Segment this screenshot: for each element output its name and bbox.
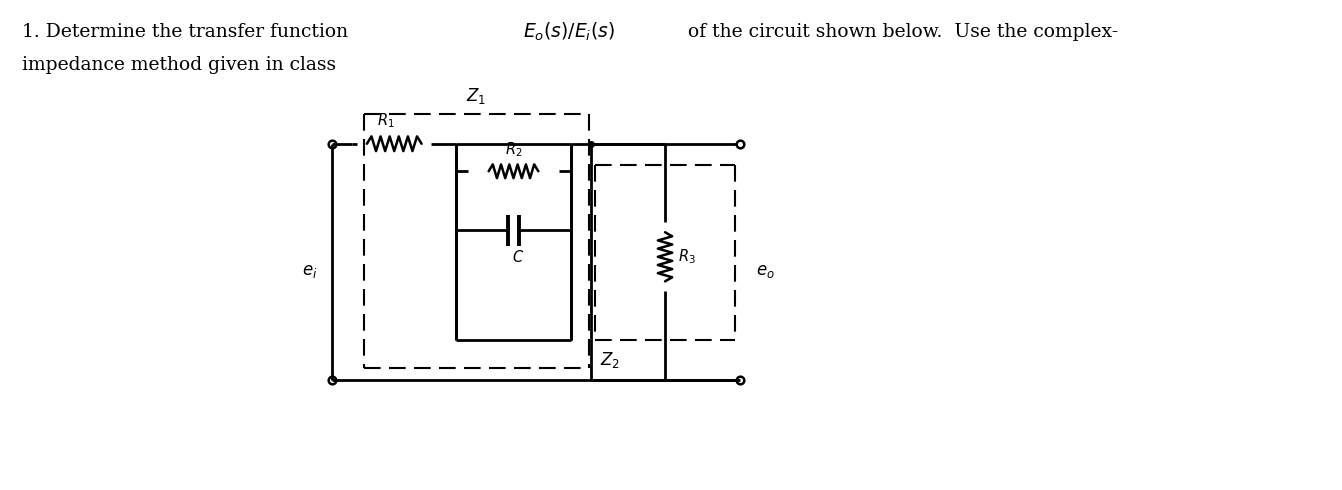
Text: $Z_1$: $Z_1$ xyxy=(466,86,486,106)
Text: 1. Determine the transfer function: 1. Determine the transfer function xyxy=(21,23,354,41)
Text: $e_i$: $e_i$ xyxy=(302,263,317,280)
Text: of the circuit shown below.  Use the complex-: of the circuit shown below. Use the comp… xyxy=(682,23,1118,41)
Text: $C$: $C$ xyxy=(513,249,525,265)
Text: $R_1$: $R_1$ xyxy=(377,111,395,130)
Text: impedance method given in class: impedance method given in class xyxy=(21,56,337,74)
Text: $Z_2$: $Z_2$ xyxy=(600,350,620,370)
Text: $R_2$: $R_2$ xyxy=(505,141,522,159)
Text: $e_o$: $e_o$ xyxy=(757,263,776,280)
Text: $E_o(s)/E_i(s)$: $E_o(s)/E_i(s)$ xyxy=(523,21,615,43)
Text: $R_3$: $R_3$ xyxy=(678,247,695,266)
